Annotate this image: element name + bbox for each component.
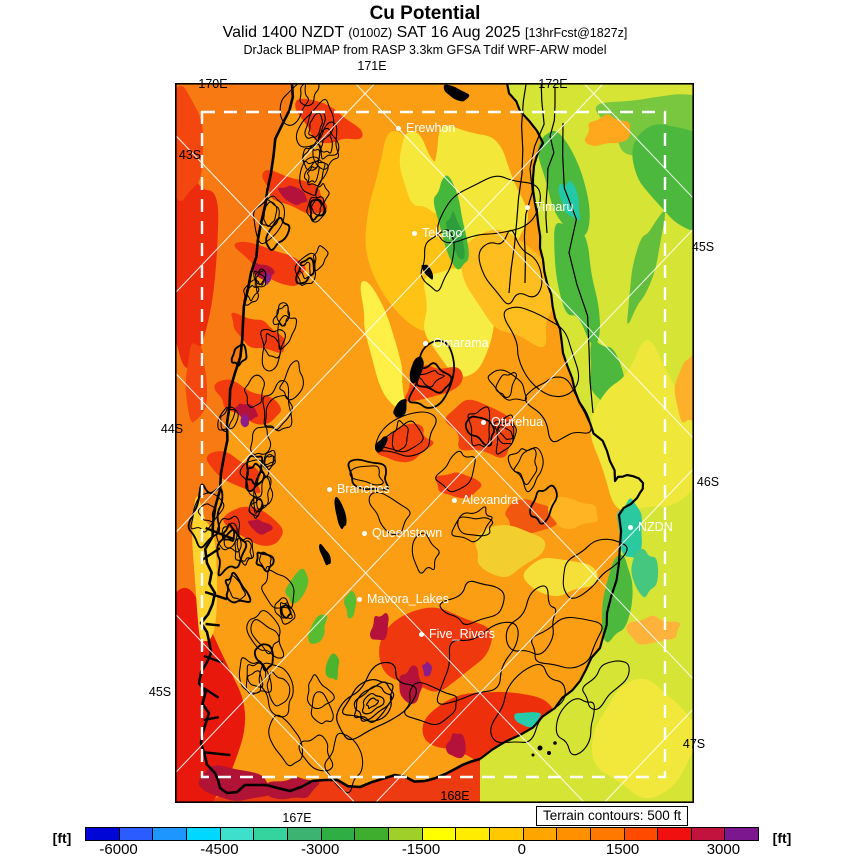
- axis-label-172e: 172E: [538, 77, 568, 91]
- place-label: Tekapo: [422, 226, 463, 240]
- colorbar: [85, 827, 759, 841]
- axis-label-45s: 45S: [148, 685, 172, 699]
- axis-label-45s: 45S: [691, 240, 715, 254]
- place-label: Timaru: [535, 200, 574, 214]
- valid-line: Valid 1400 NZDT (0100Z) SAT 16 Aug 2025 …: [0, 24, 850, 42]
- map-canvas: [175, 83, 694, 803]
- colorbar-segment: [489, 828, 524, 840]
- forecast-tag: [13hrFcst@1827z]: [525, 26, 628, 40]
- colorbar-segment: [119, 828, 154, 840]
- axis-label-47s: 47S: [682, 737, 706, 751]
- place-dot-icon: [525, 204, 530, 210]
- colorbar-segment: [725, 828, 759, 840]
- axis-label-168e: 168E: [440, 789, 470, 803]
- colorbar-segment: [186, 828, 221, 840]
- place-marker-alexandra: Alexandra: [452, 493, 518, 507]
- place-dot-icon: [357, 596, 362, 602]
- place-label: Branches: [337, 482, 390, 496]
- place-marker-five_rivers: Five_Rivers: [419, 627, 495, 641]
- place-dot-icon: [628, 524, 633, 530]
- colorbar-tick: 1500: [605, 841, 640, 858]
- place-dot-icon: [327, 486, 332, 492]
- valid-time: Valid 1400 NZDT: [222, 24, 344, 41]
- colorbar-unit-right: [ft]: [772, 830, 792, 846]
- colorbar-segment: [153, 828, 187, 840]
- valid-date: SAT 16 Aug 2025: [396, 24, 521, 41]
- place-marker-mavora_lakes: Mavora_Lakes: [357, 592, 449, 606]
- place-label: Omarama: [433, 336, 489, 350]
- colorbar-unit-left: [ft]: [52, 830, 72, 846]
- place-marker-erewhon: Erewhon: [396, 121, 455, 135]
- axis-label-171e: 171E: [357, 59, 387, 73]
- place-marker-oturehua: Oturehua: [481, 415, 543, 429]
- place-dot-icon: [452, 497, 457, 503]
- colorbar-segment: [523, 828, 558, 840]
- terrain-contours-legend: Terrain contours: 500 ft: [536, 806, 689, 826]
- colorbar-segment: [624, 828, 659, 840]
- place-marker-tekapo: Tekapo: [412, 226, 462, 240]
- place-label: NZDN: [638, 520, 673, 534]
- valid-utc: (0100Z): [348, 26, 393, 40]
- place-label: Mavora_Lakes: [367, 592, 449, 606]
- colorbar-segment: [658, 828, 692, 840]
- place-label: Oturehua: [491, 415, 544, 429]
- colorbar-segment: [388, 828, 423, 840]
- colorbar-segment: [557, 828, 591, 840]
- colorbar-segment: [590, 828, 625, 840]
- colorbar-segment: [691, 828, 726, 840]
- axis-label-44s: 44S: [160, 422, 184, 436]
- place-marker-nzdn: NZDN: [628, 520, 673, 534]
- axis-label-46s: 46S: [696, 475, 720, 489]
- colorbar-segment: [355, 828, 389, 840]
- colorbar-segment: [254, 828, 288, 840]
- place-label: Erewhon: [406, 121, 456, 135]
- colorbar-tick: 0: [517, 841, 526, 858]
- colorbar-segment: [422, 828, 457, 840]
- forecast-map: [175, 83, 694, 803]
- axis-label-43s: 43S: [178, 148, 202, 162]
- place-label: Alexandra: [462, 493, 519, 507]
- axis-label-167e: 167E: [282, 811, 312, 825]
- colorbar-tick: -4500: [200, 841, 239, 858]
- colorbar-tick: -6000: [99, 841, 138, 858]
- page-title: Cu Potential: [369, 3, 481, 24]
- colorbar-segment: [287, 828, 322, 840]
- place-marker-omarama: Omarama: [423, 336, 489, 350]
- colorbar-segment: [456, 828, 490, 840]
- place-dot-icon: [419, 631, 424, 637]
- model-line: DrJack BLIPMAP from RASP 3.3km GFSA Tdif…: [243, 43, 607, 57]
- place-dot-icon: [412, 230, 417, 236]
- axis-label-170e: 170E: [198, 77, 228, 91]
- colorbar-tick: -1500: [401, 841, 441, 858]
- colorbar-segment: [86, 828, 120, 840]
- place-label: Queenstown: [372, 526, 443, 540]
- colorbar-tick: -3000: [301, 841, 340, 858]
- place-dot-icon: [423, 340, 428, 346]
- place-marker-queenstown: Queenstown: [362, 526, 442, 540]
- place-marker-branches: Branches: [327, 482, 390, 496]
- colorbar-segment: [220, 828, 255, 840]
- header: Cu Potential Valid 1400 NZDT (0100Z) SAT…: [0, 3, 850, 57]
- place-dot-icon: [362, 530, 367, 536]
- colorbar-tick: 3000: [706, 841, 741, 858]
- place-label: Five_Rivers: [429, 627, 495, 641]
- colorbar-segment: [321, 828, 356, 840]
- place-dot-icon: [396, 125, 401, 131]
- place-dot-icon: [481, 419, 486, 425]
- place-marker-timaru: Timaru: [525, 200, 573, 214]
